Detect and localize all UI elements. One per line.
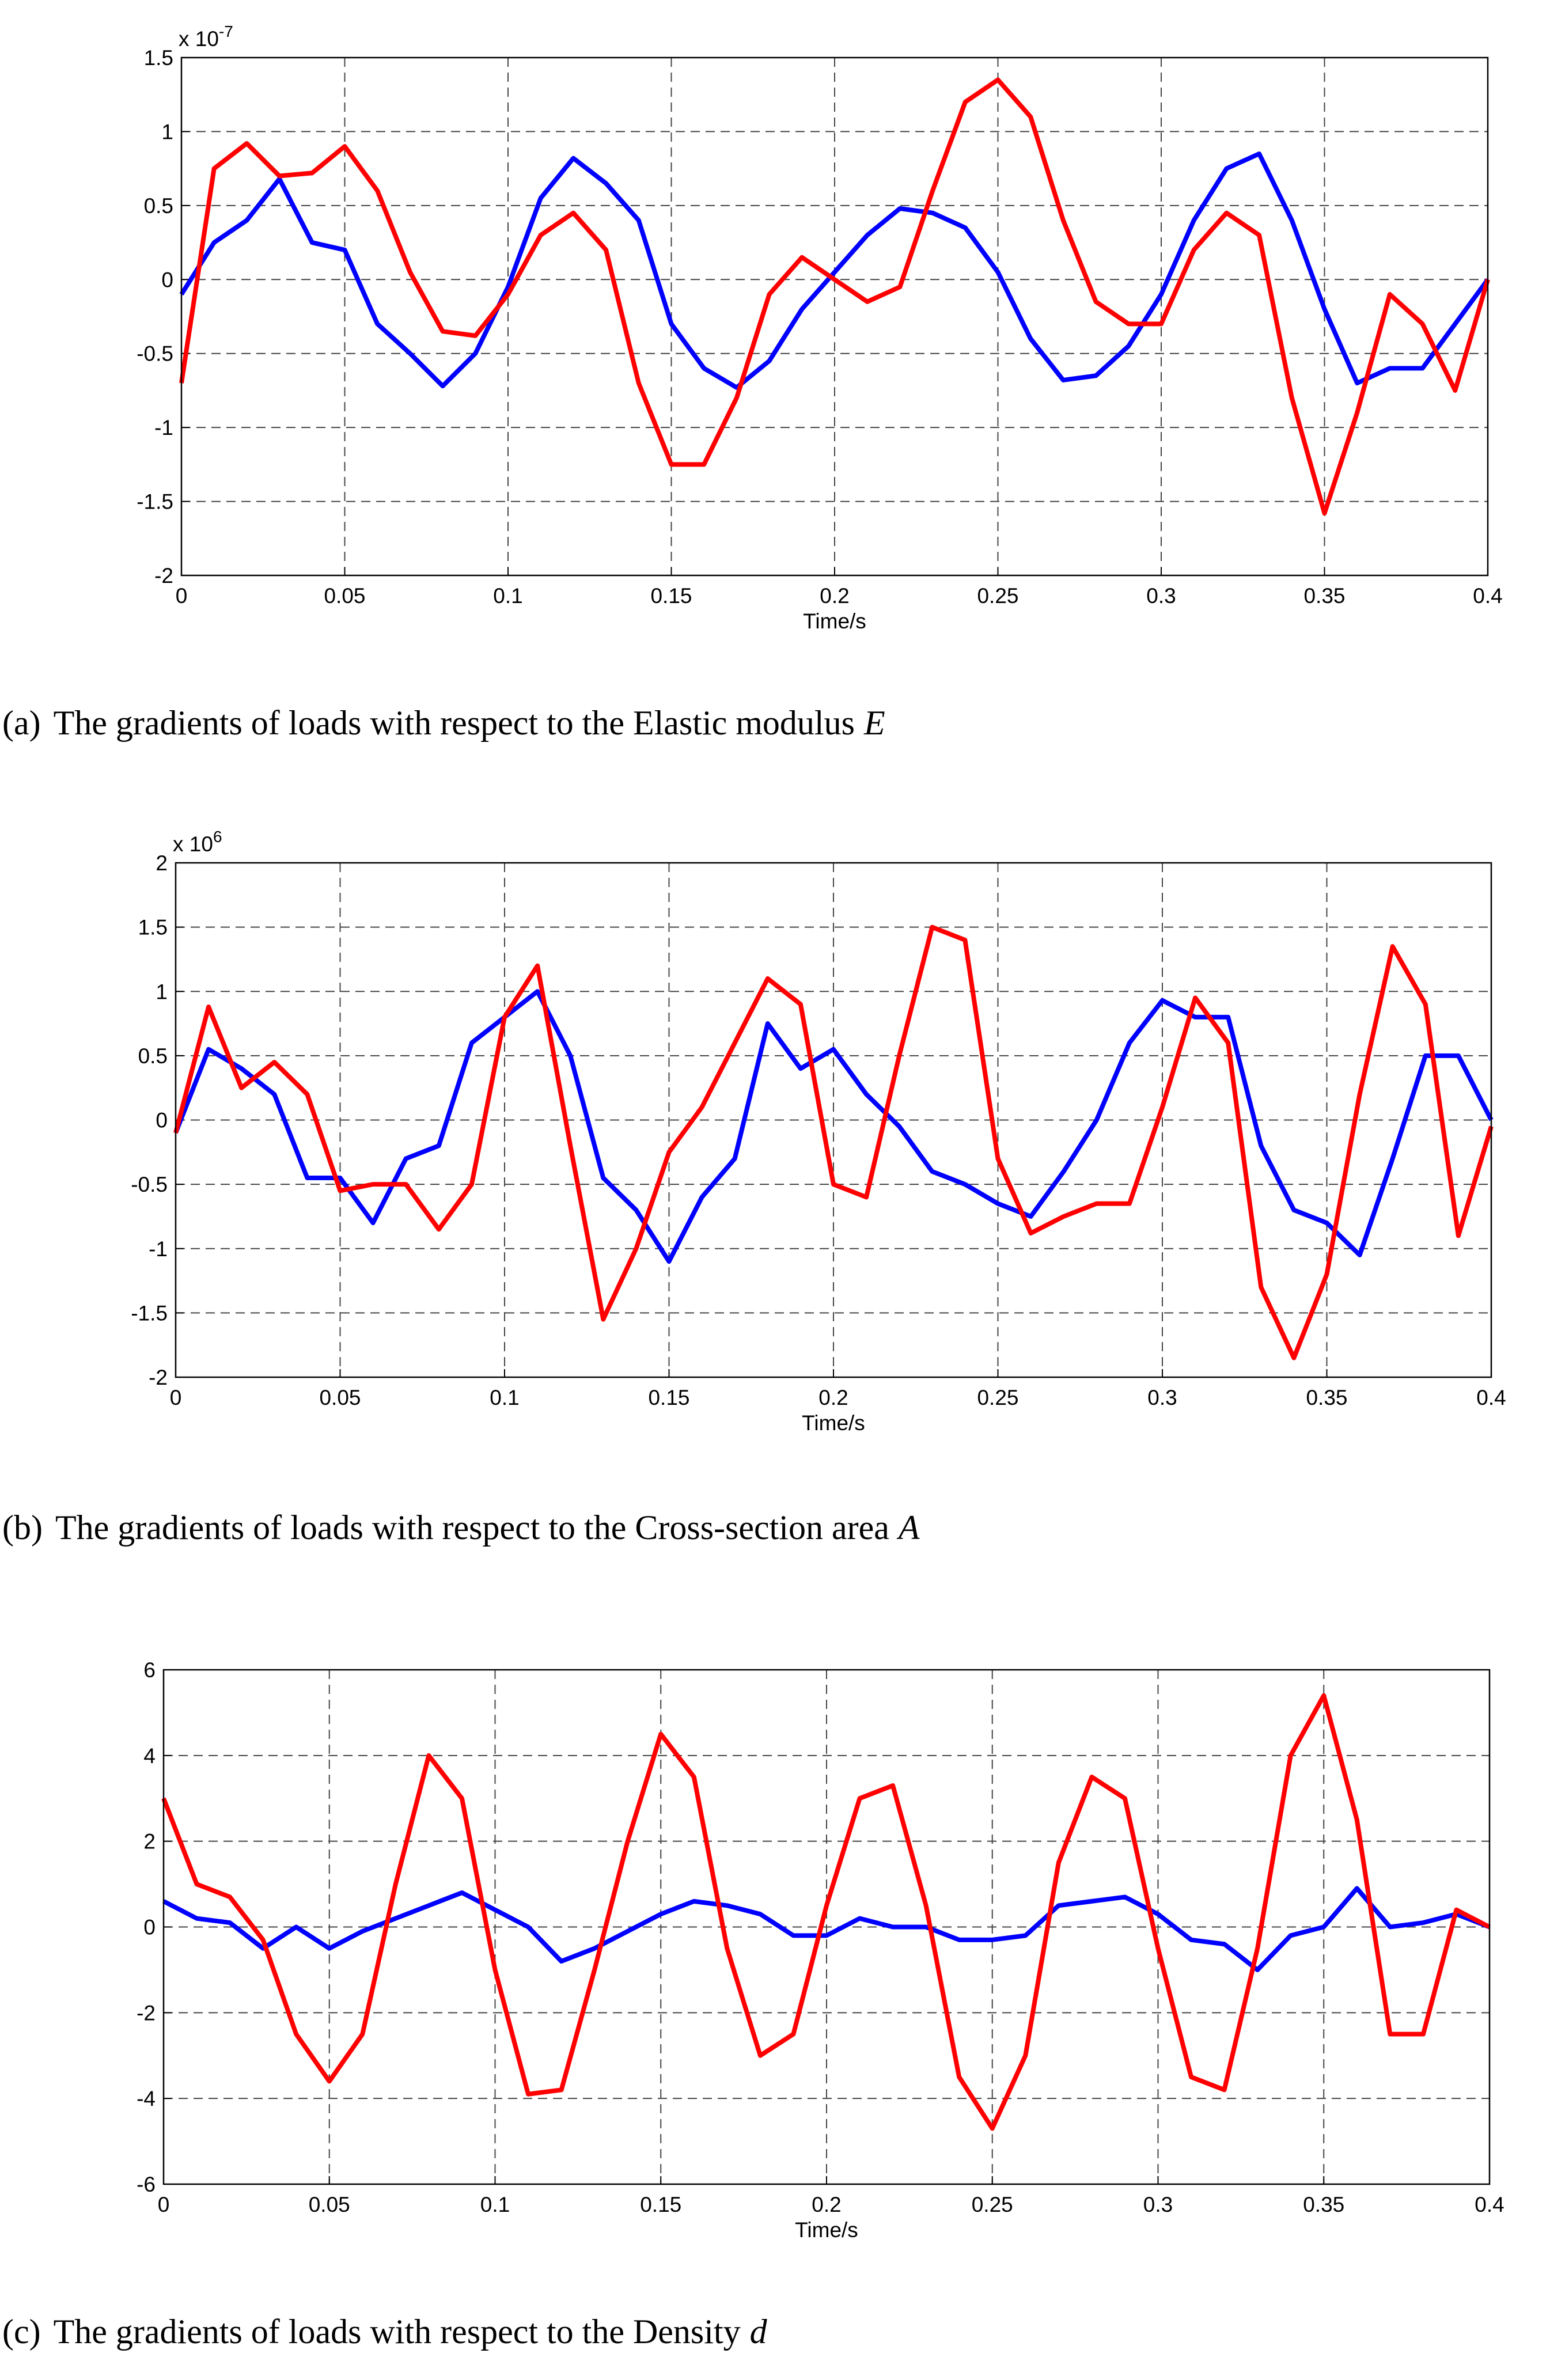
axis-exponent: x 10-7 [179,22,233,51]
x-tick-label: 0.15 [648,1386,689,1409]
y-tick-label: -2 [137,2001,156,2025]
x-tick-label: 0.4 [1475,2193,1504,2216]
x-tick-label: 0 [170,1386,182,1409]
y-tick-label: -4 [137,2087,156,2110]
x-tick-label: 0.25 [977,584,1018,608]
y-tick-label: -6 [137,2173,156,2196]
y-tick-label: 1 [161,120,173,143]
x-tick-label: 0.1 [493,584,522,608]
x-tick-label: 0.1 [480,2193,510,2216]
y-tick-label: 1 [156,980,168,1003]
y-tick-label: 2 [143,1830,156,1854]
x-tick-label: 0.4 [1476,1386,1506,1409]
x-tick-label: 0.05 [324,584,365,608]
caption-label: (a) [2,704,41,742]
x-axis-label: Time/s [795,2218,858,2242]
y-tick-label: -1.5 [131,1301,168,1325]
axes-frame [175,862,1492,1378]
y-tick-label: -1 [154,416,173,439]
x-tick-label: 0.05 [319,1386,361,1409]
exponent-power: 6 [213,828,222,846]
x-tick-label: 0.15 [640,2193,681,2216]
caption: (b) The gradients of loads with respect t… [2,1509,920,1547]
y-tick-label: -2 [149,1366,168,1389]
x-tick-label: 0.3 [1146,584,1176,608]
data-line [162,1886,1491,1972]
data-line [179,77,1490,516]
caption-text: The gradients of loads with respect to t… [54,2313,741,2351]
x-tick-label: 0 [176,584,188,608]
x-tick-label: 0.35 [1303,584,1345,608]
data-line [179,151,1490,390]
x-tick-label: 0.25 [977,1386,1018,1409]
caption: (a) The gradients of loads with respect t… [2,704,885,742]
x-tick-label: 0.2 [812,2193,841,2216]
axes-frame [180,56,1489,577]
axes-frame [162,1669,1491,2185]
y-tick-label: -2 [154,564,173,588]
caption-label: (c) [2,2313,41,2351]
exponent-power: -7 [219,22,233,40]
y-tick-label: 1.5 [138,916,168,939]
y-tick-label: 0.5 [144,194,173,218]
x-axis-label: Time/s [802,1411,865,1435]
caption: (c) The gradients of loads with respect t… [2,2313,768,2351]
y-tick-label: -0.5 [137,342,173,366]
caption-symbol: E [863,704,885,742]
x-tick-label: 0 [158,2193,170,2216]
x-tick-label: 0.25 [972,2193,1013,2216]
x-tick-label: 0.15 [650,584,692,608]
x-tick-label: 0.4 [1473,584,1502,608]
caption-label: (b) [2,1509,43,1547]
y-tick-label: 1.5 [144,46,173,70]
y-tick-label: 6 [143,1658,156,1682]
data-line [173,924,1494,1360]
data-line [173,989,1494,1264]
caption-text: The gradients of loads with respect to t… [55,1509,889,1547]
y-tick-label: 2 [156,851,168,875]
y-tick-label: -0.5 [131,1173,168,1196]
y-tick-label: -1.5 [137,490,173,514]
exponent-base: x 10 [173,832,213,856]
x-tick-label: 0.1 [490,1386,519,1409]
x-axis-label: Time/s [803,609,866,633]
y-tick-label: 4 [143,1744,156,1768]
x-tick-label: 0.05 [309,2193,350,2216]
caption-symbol: d [750,2313,768,2351]
caption-text: The gradients of loads with respect to t… [54,704,855,742]
x-tick-label: 0.3 [1143,2193,1173,2216]
caption-symbol: A [896,1509,920,1547]
y-tick-label: 0 [161,268,173,291]
x-tick-label: 0.2 [820,584,849,608]
x-tick-label: 0.2 [818,1386,848,1409]
x-tick-label: 0.35 [1306,1386,1347,1409]
x-tick-label: 0.35 [1303,2193,1344,2216]
data-line [161,1693,1491,2131]
y-tick-label: -1 [149,1237,168,1261]
y-tick-label: 0 [156,1109,168,1132]
exponent-base: x 10 [179,27,219,51]
x-tick-label: 0.3 [1147,1386,1177,1409]
y-tick-label: 0.5 [138,1044,168,1068]
y-tick-label: 0 [143,1916,156,1939]
axis-exponent: x 106 [173,828,222,856]
